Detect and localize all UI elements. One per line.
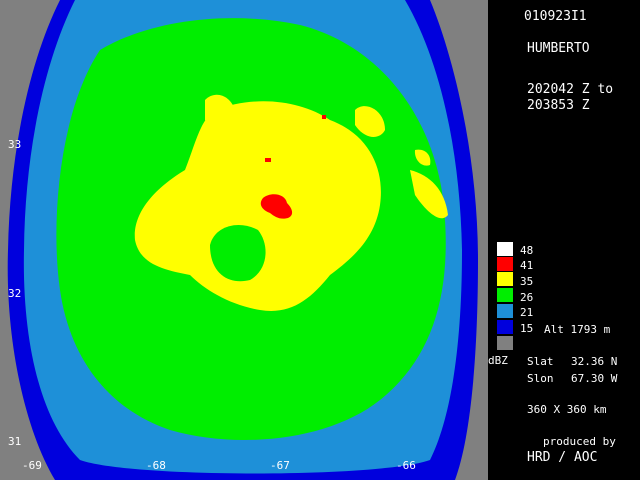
lon-tick-label: -66 bbox=[396, 459, 416, 472]
lat-tick-label: 32 bbox=[8, 287, 22, 300]
slon-value: 67.30 W bbox=[571, 372, 618, 385]
radar-map: 33 32 31 -69 -68 -67 -66 bbox=[0, 0, 488, 480]
lat-tick-label: 33 bbox=[8, 138, 22, 151]
legend-value: 26 bbox=[520, 291, 534, 304]
legend-value: 15 bbox=[520, 322, 534, 335]
legend-unit: dBZ bbox=[488, 354, 508, 367]
legend-value: 21 bbox=[520, 306, 534, 319]
produced-by-label: produced by bbox=[543, 435, 616, 448]
slat-label: Slat bbox=[527, 355, 554, 368]
legend-swatch-15 bbox=[497, 320, 513, 334]
legend-value: 48 bbox=[520, 244, 534, 257]
legend-value: 41 bbox=[520, 259, 534, 272]
slon-label: Slon bbox=[527, 372, 554, 385]
slat-value: 32.36 N bbox=[571, 355, 618, 368]
lon-tick-label: -68 bbox=[146, 459, 166, 472]
legend-value: 35 bbox=[520, 275, 534, 288]
legend-swatch-48 bbox=[497, 242, 513, 256]
domain-size: 360 X 360 km bbox=[527, 403, 607, 416]
legend-swatch-26 bbox=[497, 288, 513, 302]
altitude-label: Alt 1793 m bbox=[544, 323, 611, 336]
lon-tick-label: -67 bbox=[270, 459, 290, 472]
lon-tick-label: -69 bbox=[22, 459, 42, 472]
legend-swatch-21 bbox=[497, 304, 513, 318]
time-end: 203853 Z bbox=[527, 98, 590, 113]
legend-swatch-41 bbox=[497, 257, 513, 271]
time-start: 202042 Z to bbox=[527, 82, 614, 97]
legend-swatch-35 bbox=[497, 272, 513, 286]
producer-name: HRD / AOC bbox=[527, 450, 598, 465]
lat-tick-label: 31 bbox=[8, 435, 22, 448]
storm-name: HUMBERTO bbox=[527, 41, 590, 56]
flight-id: 010923I1 bbox=[524, 9, 587, 24]
reflectivity-35-region bbox=[134, 101, 381, 311]
reflectivity-41-region bbox=[260, 194, 293, 219]
reflectivity-image bbox=[0, 0, 488, 480]
legend-swatch-gray bbox=[497, 336, 513, 350]
